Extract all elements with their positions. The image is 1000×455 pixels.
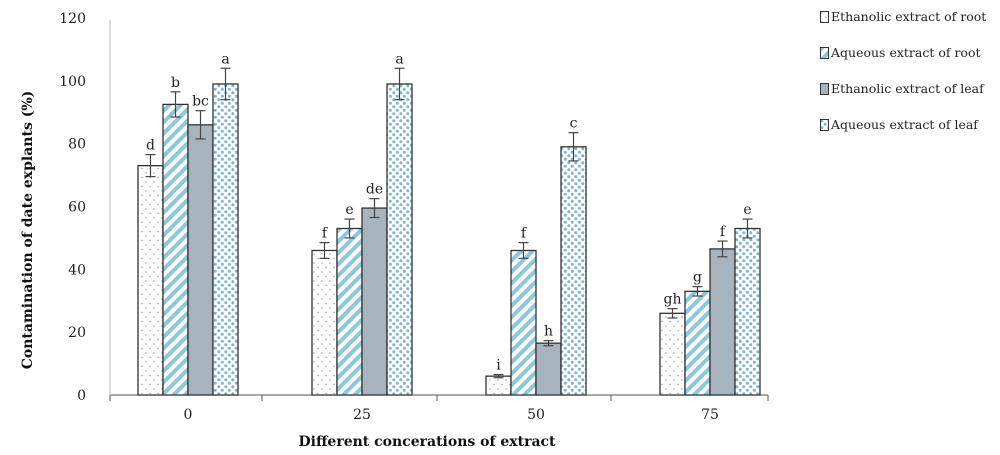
significance-label: a bbox=[395, 51, 403, 67]
x-tick-label: 75 bbox=[701, 407, 719, 423]
legend-label: Ethanolic extract of root bbox=[831, 9, 987, 24]
x-tick-label: 50 bbox=[527, 407, 545, 423]
y-tick-label: 0 bbox=[77, 388, 86, 404]
legend-swatch-solid bbox=[820, 83, 829, 95]
bar bbox=[386, 83, 413, 396]
significance-label: e bbox=[743, 202, 751, 218]
significance-label: bc bbox=[192, 94, 209, 110]
significance-label: d bbox=[146, 138, 155, 154]
y-tick-label: 80 bbox=[68, 137, 86, 153]
significance-label: f bbox=[521, 226, 528, 242]
significance-label: f bbox=[720, 224, 727, 240]
bar bbox=[162, 103, 189, 396]
legend-swatch-stripes bbox=[820, 47, 829, 59]
legend-swatch-dots bbox=[820, 11, 829, 23]
bar bbox=[361, 207, 388, 396]
significance-label: de bbox=[366, 182, 383, 198]
legend-item-aqueous-leaf: Aqueous extract of leaf bbox=[820, 116, 1000, 142]
significance-label: a bbox=[221, 51, 229, 67]
y-axis-ticks: 0 20 40 60 80 100 120 bbox=[59, 11, 86, 404]
y-tick-label: 20 bbox=[68, 325, 86, 341]
significance-label: b bbox=[171, 75, 180, 91]
bar bbox=[510, 249, 537, 396]
significance-label: c bbox=[570, 116, 578, 132]
bar bbox=[137, 165, 164, 396]
significance-label: i bbox=[496, 358, 501, 374]
y-tick-label: 100 bbox=[59, 74, 86, 90]
significance-label: gh bbox=[664, 292, 682, 308]
x-tick-label: 0 bbox=[184, 407, 193, 423]
y-tick-label: 120 bbox=[59, 11, 86, 27]
bar bbox=[560, 146, 587, 396]
legend-label: Ethanolic extract of leaf bbox=[831, 81, 984, 96]
significance-label: f bbox=[322, 226, 329, 242]
bar bbox=[187, 124, 214, 396]
bar bbox=[485, 375, 512, 396]
bar bbox=[709, 248, 736, 396]
y-tick-label: 60 bbox=[68, 200, 86, 216]
bar bbox=[734, 227, 761, 396]
significance-label: e bbox=[345, 202, 353, 218]
bar bbox=[684, 290, 711, 396]
bar bbox=[535, 342, 562, 396]
significance-label: g bbox=[693, 270, 702, 286]
legend-swatch-bubbles bbox=[820, 119, 829, 131]
bar-chart: Contamination of date explants (%) Diffe… bbox=[20, 11, 769, 450]
y-axis-label: Contamination of date explants (%) bbox=[20, 91, 36, 369]
legend: Ethanolic extract of root Aqueous extrac… bbox=[820, 8, 1000, 152]
legend-item-aqueous-root: Aqueous extract of root bbox=[820, 44, 1000, 70]
bar bbox=[659, 312, 686, 396]
bar bbox=[311, 249, 338, 396]
y-tick-label: 40 bbox=[68, 262, 86, 278]
legend-item-ethanolic-root: Ethanolic extract of root bbox=[820, 8, 1000, 34]
legend-item-ethanolic-leaf: Ethanolic extract of leaf bbox=[820, 80, 1000, 106]
legend-label: Aqueous extract of root bbox=[831, 45, 981, 60]
x-tick-label: 25 bbox=[353, 407, 371, 423]
legend-label: Aqueous extract of leaf bbox=[831, 117, 978, 132]
significance-label: h bbox=[544, 324, 553, 340]
x-axis-label: Different concerations of extract bbox=[298, 434, 556, 450]
bar bbox=[336, 227, 363, 396]
bar bbox=[212, 83, 239, 396]
